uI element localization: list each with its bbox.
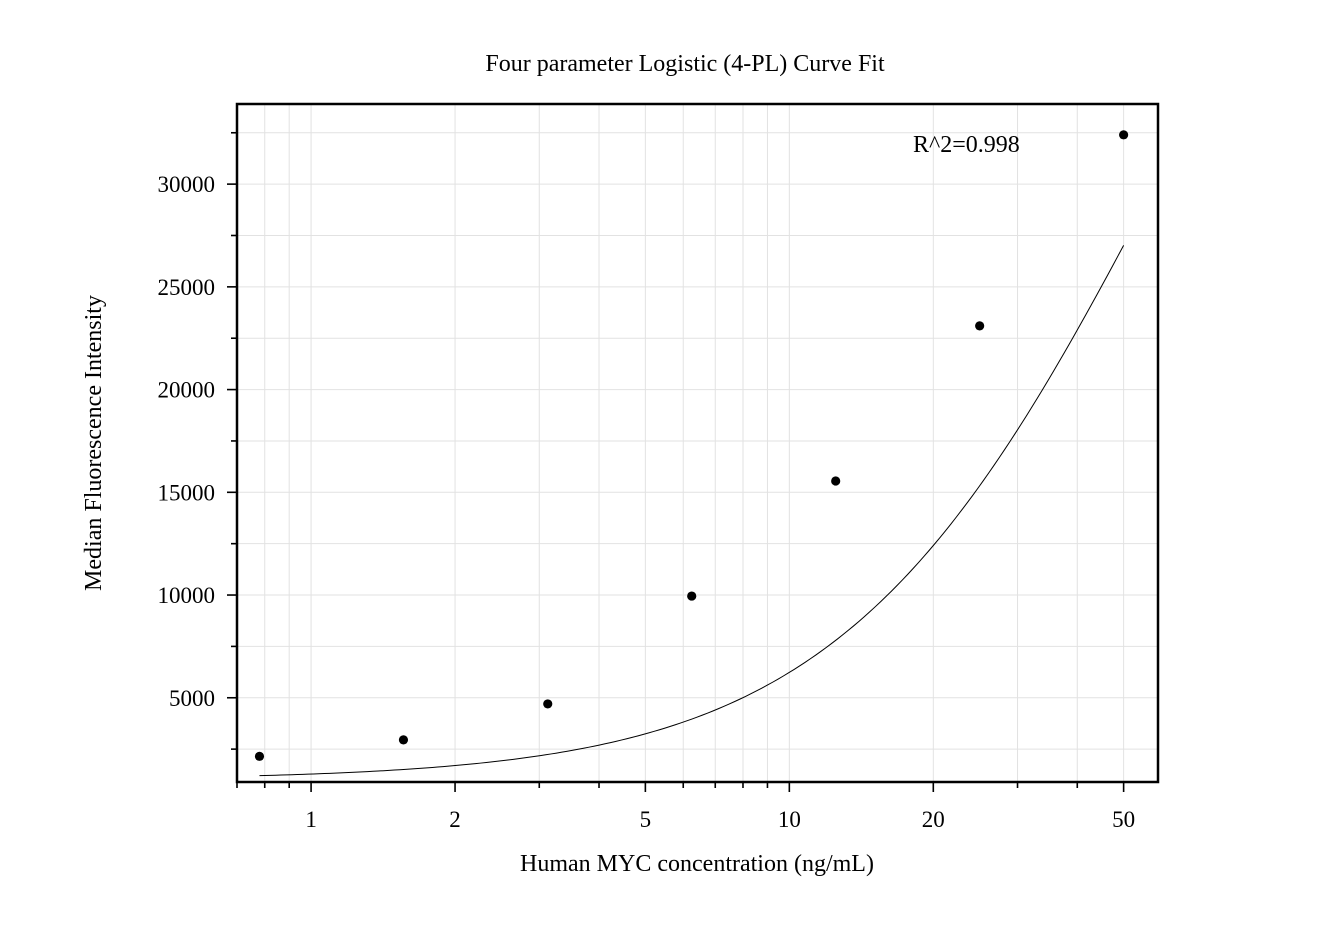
data-point [831, 476, 841, 486]
r-squared-annotation: R^2=0.998 [913, 132, 1020, 158]
x-tick-label: 20 [922, 807, 945, 832]
y-axis-label: Median Fluorescence Intensity [81, 295, 107, 591]
data-point [975, 321, 985, 331]
x-tick-labels: 1 2 5 10 20 50 [305, 807, 1135, 832]
plot-frame [235, 102, 1160, 784]
axis-ticks [227, 131, 1125, 792]
data-point [687, 591, 697, 601]
data-points [254, 130, 1129, 761]
data-point [543, 699, 553, 709]
data-point [398, 735, 409, 745]
y-tick-label: 30000 [158, 172, 216, 197]
x-tick-label: 5 [640, 807, 652, 832]
chart-title: Four parameter Logistic (4-PL) Curve Fit [485, 51, 885, 77]
x-tick-label: 10 [778, 807, 801, 832]
y-tick-label: 10000 [158, 583, 216, 608]
y-tick-label: 15000 [158, 480, 216, 505]
y-tick-label: 20000 [158, 378, 216, 403]
fit-curve [259, 245, 1125, 777]
grid-lines [236, 104, 1158, 782]
x-tick-label: 1 [305, 807, 317, 832]
x-tick-label: 2 [449, 807, 461, 832]
y-tick-label: 25000 [158, 275, 216, 300]
y-tick-labels: 5000 10000 15000 20000 25000 30000 [158, 172, 216, 711]
y-tick-label: 5000 [169, 686, 215, 711]
data-point [1119, 130, 1129, 140]
x-axis-label: Human MYC concentration (ng/mL) [520, 851, 874, 877]
x-tick-label: 50 [1112, 807, 1135, 832]
data-point [254, 751, 265, 761]
